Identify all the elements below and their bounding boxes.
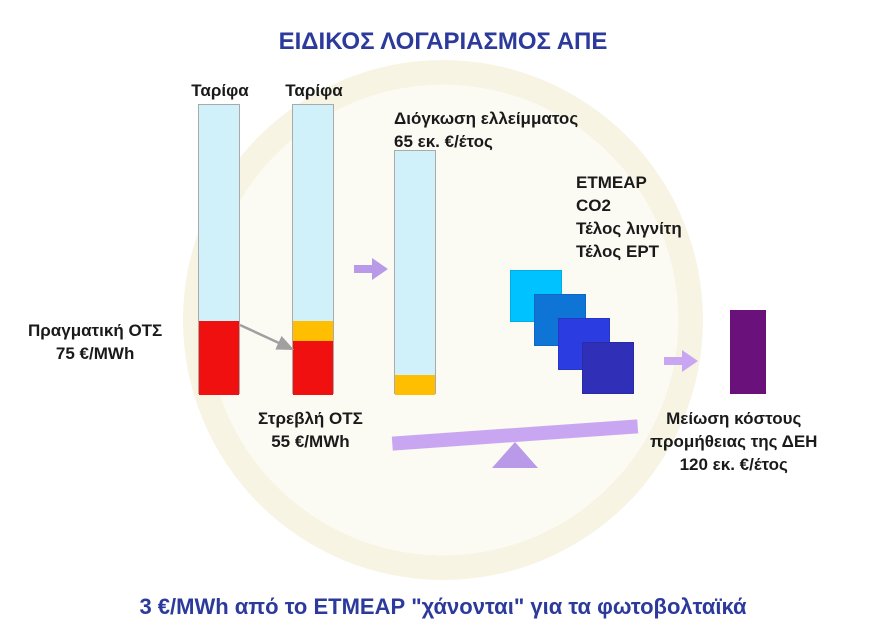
bar2-top-label: Ταρίφα	[284, 80, 344, 103]
bar3	[394, 150, 436, 394]
bottom-note-text: 3 €/MWh από το ΕΤΜΕΑΡ "χάνονται" για τα …	[139, 594, 746, 619]
bar2-bottom-label: Στρεβλή ΟΤΣ 55 €/MWh	[258, 408, 363, 454]
deficit-top	[395, 151, 435, 375]
squares-label: ΕΤΜΕΑΡ CO2 Τέλος λιγνίτη Τέλος ΕΡΤ	[576, 172, 682, 264]
bar1	[198, 104, 240, 394]
bottom-note: 3 €/MWh από το ΕΤΜΕΑΡ "χάνονται" για τα …	[0, 594, 886, 620]
tariff-top2	[293, 105, 333, 321]
purple-bar	[730, 310, 766, 394]
arrow-2	[662, 346, 702, 376]
distorted-ots	[293, 341, 333, 395]
real-ots	[199, 321, 239, 395]
gap	[293, 321, 333, 341]
balance-fulcrum	[492, 442, 552, 482]
bar3-top-label: Διόγκωση ελλείμματος 65 εκ. €/έτος	[394, 108, 578, 154]
deficit-gap	[395, 375, 435, 395]
title-text: ΕΙΔΙΚΟΣ ΛΟΓΑΡΙΑΣΜΟΣ ΑΠΕ	[279, 28, 608, 55]
bar1-top-label: Ταρίφα	[190, 80, 250, 103]
page-title: ΕΙΔΙΚΟΣ ΛΟΓΑΡΙΑΣΜΟΣ ΑΠΕ	[0, 28, 886, 56]
bar1-side-label: Πραγματική ΟΤΣ 75 €/MWh	[28, 320, 162, 366]
tariff-top	[199, 105, 239, 321]
purple-bar-label: Μείωση κόστους προμήθειας της ΔΕΗ 120 εκ…	[650, 408, 817, 477]
arrow-1	[352, 254, 392, 284]
bar2	[292, 104, 334, 394]
square-3	[582, 342, 634, 394]
